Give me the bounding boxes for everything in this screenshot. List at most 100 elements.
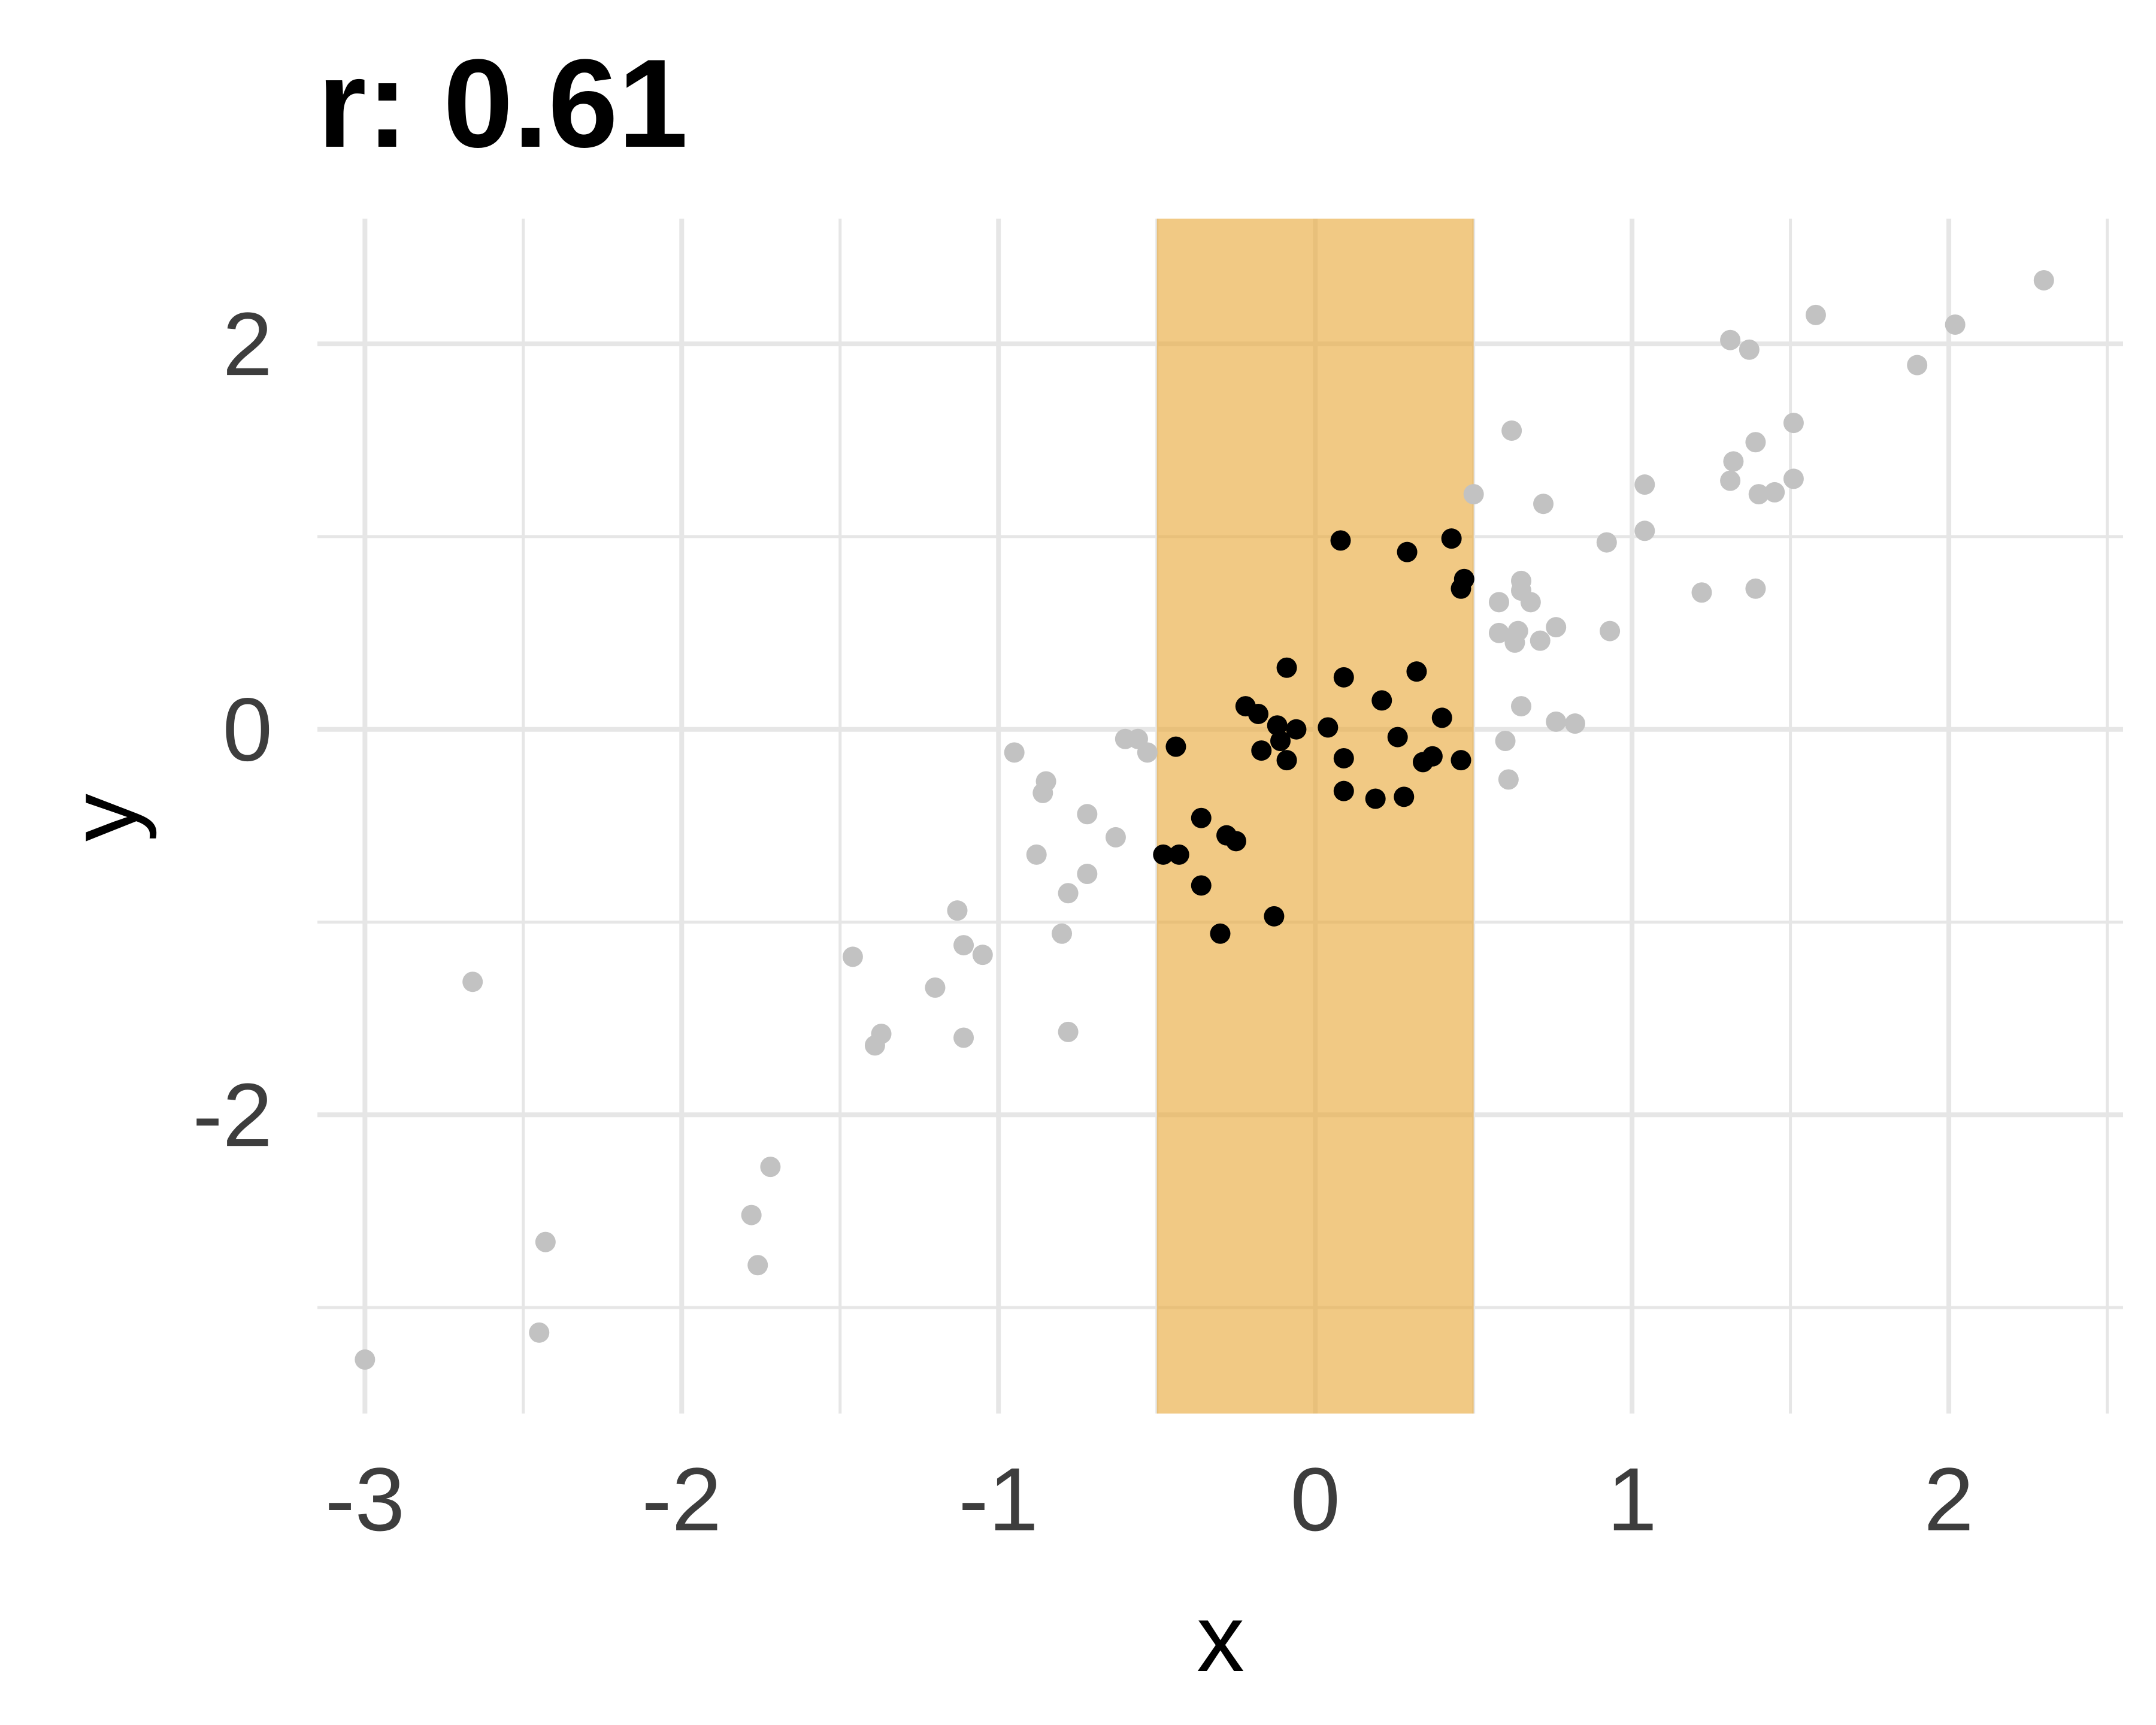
data-point (747, 1255, 768, 1276)
highlighted-data-point (1333, 748, 1354, 768)
data-point (2033, 270, 2054, 290)
highlighted-data-point (1267, 715, 1288, 736)
y-tick-label: 0 (223, 679, 272, 780)
data-point (355, 1349, 376, 1370)
data-point (1745, 432, 1766, 453)
data-point (462, 972, 483, 992)
data-point (1511, 696, 1531, 717)
data-point (1546, 711, 1567, 732)
highlighted-data-point (1191, 875, 1212, 896)
highlighted-data-point (1441, 528, 1462, 549)
data-point (1634, 474, 1655, 495)
highlighted-data-point (1431, 707, 1452, 728)
data-point (1723, 451, 1744, 472)
other-points (355, 270, 2054, 1370)
data-point (1530, 630, 1551, 651)
data-point (1720, 470, 1741, 491)
data-point (1058, 1021, 1079, 1042)
data-point (871, 1024, 892, 1045)
highlighted-data-point (1394, 786, 1415, 807)
data-point (1596, 532, 1617, 553)
x-tick-label: -1 (959, 1449, 1038, 1550)
highlighted-data-point (1333, 667, 1354, 688)
x-tick-label: -2 (642, 1449, 722, 1550)
data-point (1004, 742, 1025, 763)
y-axis-title: y (50, 794, 157, 842)
x-tick-label: -3 (325, 1449, 405, 1550)
data-point (1546, 617, 1567, 638)
data-point (1105, 827, 1126, 848)
highlighted-points (1153, 528, 1474, 944)
data-point (947, 900, 968, 921)
highlighted-data-point (1210, 923, 1231, 944)
data-point (1783, 468, 1804, 489)
data-point (842, 946, 863, 967)
data-point (1783, 413, 1804, 434)
highlighted-data-point (1330, 530, 1351, 551)
highlighted-data-point (1153, 844, 1174, 865)
data-point (760, 1157, 781, 1178)
data-point (925, 977, 946, 998)
data-point (1026, 844, 1047, 865)
data-point (953, 1027, 974, 1048)
highlighted-data-point (1191, 807, 1212, 828)
x-tick-label: 2 (1924, 1449, 1973, 1550)
highlighted-data-point (1371, 690, 1392, 711)
data-point (1564, 713, 1585, 734)
y-tick-label: 2 (223, 293, 272, 394)
data-point (953, 935, 974, 956)
highlighted-data-point (1286, 719, 1307, 740)
data-point (535, 1231, 556, 1252)
data-point (1498, 769, 1519, 790)
data-point (1745, 578, 1766, 599)
data-point (1533, 494, 1554, 515)
highlighted-data-point (1251, 740, 1272, 761)
highlighted-data-point (1276, 657, 1297, 678)
highlighted-data-point (1451, 750, 1471, 771)
highlighted-data-point (1318, 717, 1339, 738)
data-point (1032, 782, 1053, 803)
highlighted-data-point (1406, 661, 1427, 682)
data-point (1720, 329, 1741, 350)
highlighted-data-point (1276, 750, 1297, 771)
highlighted-data-point (1264, 906, 1285, 927)
data-point (1507, 621, 1528, 641)
data-point (1520, 592, 1541, 613)
highlighted-data-point (1270, 731, 1291, 752)
highlighted-data-point (1168, 844, 1189, 865)
data-point (972, 945, 993, 966)
highlighted-data-point (1225, 831, 1246, 852)
data-point (1077, 864, 1098, 885)
data-point (1634, 520, 1655, 541)
highlighted-data-point (1365, 788, 1386, 809)
data-point (1691, 582, 1712, 603)
y-axis-ticks: -2 0 2 (193, 293, 272, 1165)
data-point (1058, 883, 1079, 904)
highlighted-data-point (1247, 703, 1268, 724)
data-point (1764, 482, 1785, 503)
chart-title: r: 0.61 (317, 33, 688, 174)
x-tick-label: 1 (1607, 1449, 1657, 1550)
highlighted-data-point (1422, 746, 1443, 767)
x-tick-label: 0 (1290, 1449, 1340, 1550)
data-point (1488, 622, 1509, 643)
data-point (1600, 621, 1621, 641)
data-point (1488, 592, 1509, 613)
highlighted-data-point (1451, 578, 1471, 599)
y-tick-label: -2 (193, 1064, 272, 1165)
data-point (529, 1322, 550, 1343)
highlighted-data-point (1165, 736, 1186, 757)
data-point (1945, 314, 1966, 335)
data-point (1805, 304, 1826, 325)
highlighted-data-point (1397, 541, 1418, 562)
data-point (1739, 339, 1760, 360)
data-point (1052, 923, 1073, 944)
data-point (741, 1205, 762, 1225)
data-point (1137, 742, 1158, 763)
data-point (1463, 484, 1484, 505)
data-point (1495, 731, 1516, 752)
x-axis-ticks: -3 -2 -1 0 1 2 (325, 1449, 1974, 1550)
data-point (1907, 355, 1928, 376)
data-point (1501, 420, 1522, 441)
